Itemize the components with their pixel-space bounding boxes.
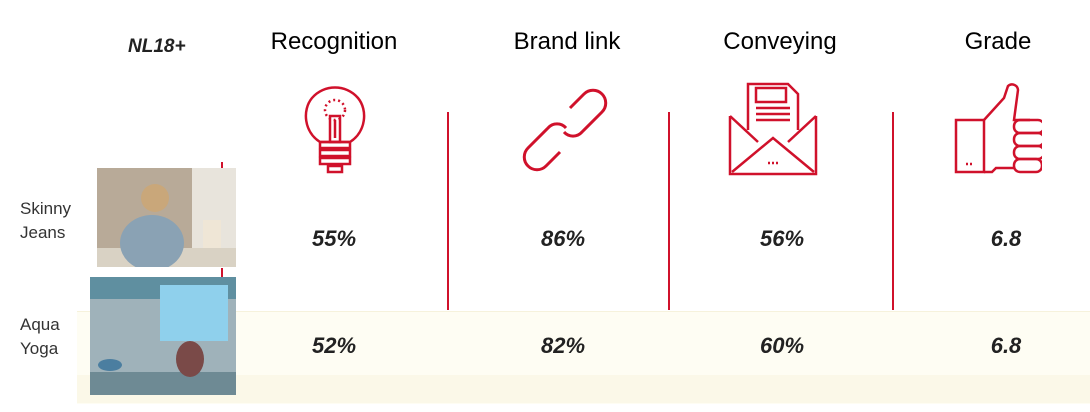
header-grade: Grade [964,28,1032,55]
header-brand-link: Brand link [513,28,621,55]
header-conveying: Conveying [723,28,837,55]
value-conveying: 56% [759,226,805,251]
envelope-letter-icon [728,82,818,176]
header-recognition: Recognition [270,28,398,55]
skinny-jeans-thumbnail [97,168,236,267]
segment-label: NL18+ [128,36,186,57]
thumbs-up-icon [954,83,1042,174]
value-conveying: 60% [759,333,805,358]
column-divider [668,112,670,310]
row-label-line: Skinny [20,199,72,218]
chain-link-icon [522,88,608,172]
row-label-line: Yoga [20,339,59,358]
value-brand-link: 82% [540,333,586,358]
row-label-aqua-yoga: Aqua Yoga [20,313,60,361]
row-label-line: Aqua [20,315,60,334]
row-footer-band [77,375,1090,403]
row-label-skinny-jeans: Skinny Jeans [20,197,71,245]
lightbulb-icon [304,86,366,174]
column-divider [447,112,449,310]
value-grade: 6.8 [990,333,1022,358]
column-divider [892,112,894,310]
value-recognition: 55% [311,226,357,251]
value-brand-link: 86% [540,226,586,251]
aqua-yoga-thumbnail [90,277,236,395]
value-grade: 6.8 [990,226,1022,251]
value-recognition: 52% [311,333,357,358]
row-label-line: Jeans [20,223,66,242]
column-divider [221,268,223,282]
